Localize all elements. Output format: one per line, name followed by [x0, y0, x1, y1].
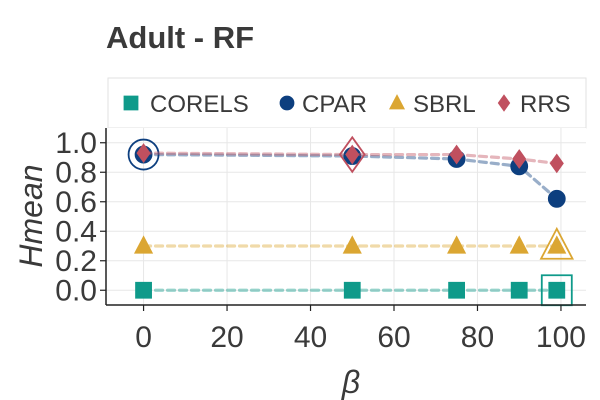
- y-axis-label: Hmean: [13, 164, 49, 267]
- x-tick-label-80: 80: [461, 321, 494, 354]
- legend-label-sbrl: SBRL: [413, 91, 476, 118]
- data-point-sbrl-50: [342, 235, 362, 254]
- y-tick-label-0-2: 0.2: [55, 245, 97, 278]
- legend: CORELS CPAR SBRL RRS: [123, 91, 571, 118]
- data-point-sbrl-99: [547, 235, 567, 254]
- data-point-cpar-99: [547, 189, 566, 208]
- grid: [106, 128, 586, 305]
- x-tick-label-0: 0: [135, 321, 152, 354]
- data-point-rrs-0: [136, 143, 151, 163]
- data-point-corels-50: [343, 281, 361, 299]
- legend-marker-cpar: [279, 95, 295, 111]
- highlight-marker-sbrl: [539, 226, 575, 260]
- data-point-rrs-75: [449, 144, 464, 165]
- axes: [105, 128, 586, 306]
- legend-label-cpar: CPAR: [302, 91, 367, 118]
- series-rrs: [136, 135, 564, 174]
- legend-item-rrs: RRS: [497, 91, 571, 118]
- data-point-sbrl-75: [447, 235, 467, 254]
- y-tick-label-0-8: 0.8: [55, 156, 97, 189]
- data-point-rrs-99: [549, 153, 564, 174]
- chart-title: Adult - RF: [106, 20, 254, 55]
- data-point-rrs-90: [512, 149, 527, 169]
- legend-item-sbrl: SBRL: [388, 91, 476, 118]
- legend-item-corels: CORELS: [123, 91, 249, 118]
- data-point-sbrl-0: [133, 235, 154, 254]
- data-point-corels-90: [510, 281, 528, 299]
- legend-marker-sbrl: [388, 94, 406, 110]
- highlight-marker-rrs: [338, 135, 366, 174]
- series-sbrl: [133, 226, 575, 260]
- data-point-corels-99: [548, 281, 566, 299]
- legend-label-rrs: RRS: [520, 91, 571, 118]
- x-tick-label-20: 20: [210, 321, 243, 354]
- y-ticks: 0.00.20.40.60.81.0: [55, 127, 106, 307]
- data-point-corels-75: [448, 281, 466, 299]
- series-layer: [127, 135, 575, 307]
- y-tick-label-0-4: 0.4: [55, 215, 97, 248]
- x-ticks: 0 20 40 60 80 100: [135, 305, 586, 354]
- y-tick-label-1: 1.0: [55, 127, 97, 160]
- x-tick-label-60: 60: [377, 321, 410, 354]
- x-axis-label: β: [341, 364, 360, 400]
- x-tick-label-40: 40: [294, 321, 327, 354]
- data-point-corels-0: [135, 281, 152, 299]
- legend-label-corels: CORELS: [150, 91, 249, 118]
- x-tick-label-100: 100: [536, 321, 586, 354]
- y-tick-label-0: 0.0: [55, 274, 97, 307]
- legend-marker-corels: [123, 95, 139, 111]
- data-point-rrs-50: [345, 144, 360, 165]
- legend-marker-rrs: [497, 94, 511, 112]
- highlight-marker-cpar: [127, 138, 160, 171]
- data-point-sbrl-90: [509, 235, 529, 254]
- y-tick-label-0-6: 0.6: [55, 186, 97, 219]
- legend-item-cpar: CPAR: [279, 91, 367, 118]
